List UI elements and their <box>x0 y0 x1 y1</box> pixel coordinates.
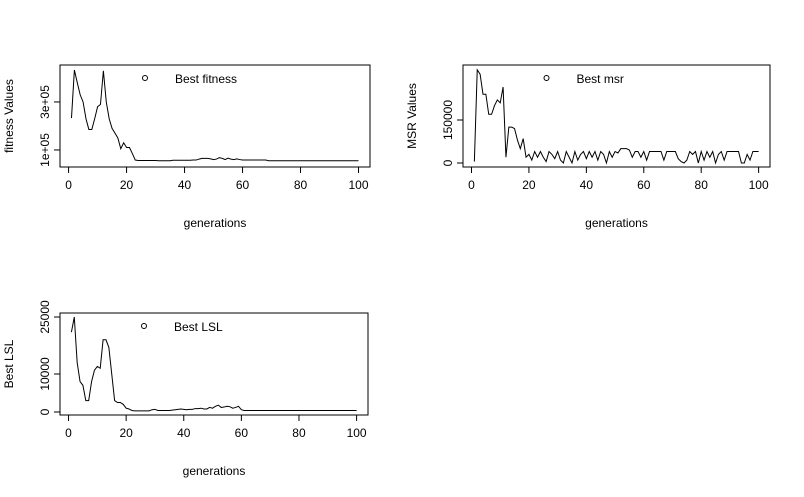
chart-panel: 0 20 40 60 80 100 0 10000 25000 generations Best L… <box>2 300 369 478</box>
x-axis-label: generations <box>183 464 246 478</box>
y-tick-label: 0 <box>38 408 52 415</box>
y-tick-label: 3e+05 <box>38 85 52 119</box>
chart-panel: 0 20 40 60 80 100 1e+05 3e+05 generations fitness… <box>2 64 371 230</box>
legend-marker <box>142 75 148 81</box>
x-tick-label: 0 <box>65 178 72 192</box>
legend-label: Best fitness <box>175 72 237 86</box>
x-tick-label: 0 <box>65 426 72 440</box>
legend-marker <box>141 323 147 329</box>
data-line <box>70 316 357 412</box>
plot-frame <box>59 64 371 168</box>
x-tick-label: 100 <box>347 426 367 440</box>
x-tick-label: 20 <box>120 178 134 192</box>
x-tick-label: 60 <box>235 426 249 440</box>
chart-panel: 0 20 40 60 80 100 0 150000 generations MSR Values… <box>405 64 771 230</box>
data-line <box>70 69 359 162</box>
plot-frame <box>462 64 771 168</box>
legend-label: Best msr <box>577 72 624 86</box>
y-axis-label: fitness Values <box>2 79 16 153</box>
x-tick-label: 80 <box>292 426 306 440</box>
y-tick-label: 1e+05 <box>38 133 52 167</box>
x-tick-label: 60 <box>236 178 250 192</box>
x-tick-label: 20 <box>522 178 536 192</box>
x-tick-label: 0 <box>468 178 475 192</box>
legend-marker <box>543 75 550 81</box>
plot-frame <box>59 312 369 416</box>
legend-label: Best LSL <box>174 320 223 334</box>
x-tick-label: 80 <box>294 178 308 192</box>
x-tick-label: 20 <box>119 426 133 440</box>
x-tick-label: 100 <box>349 178 369 192</box>
x-tick-label: 40 <box>580 178 594 192</box>
x-axis-label: generations <box>184 216 247 230</box>
data-line <box>473 68 759 165</box>
y-axis-label: MSR Values <box>405 83 419 149</box>
y-tick-label: 0 <box>441 159 455 166</box>
x-tick-label: 40 <box>178 178 192 192</box>
x-tick-label: 80 <box>695 178 709 192</box>
x-tick-label: 60 <box>637 178 651 192</box>
y-tick-label: 150000 <box>441 100 455 140</box>
y-tick-label: 10000 <box>38 357 52 391</box>
y-tick-label: 25000 <box>38 300 52 334</box>
x-tick-label: 100 <box>749 178 769 192</box>
y-axis-label: Best LSL <box>2 339 16 388</box>
x-tick-label: 40 <box>177 426 191 440</box>
x-axis-label: generations <box>585 216 648 230</box>
